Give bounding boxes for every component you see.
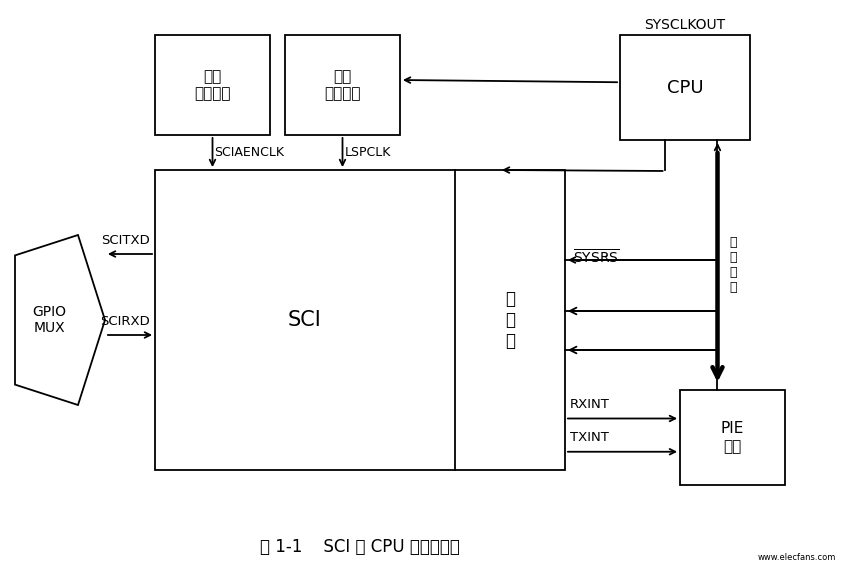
- Text: SCITXD: SCITXD: [101, 234, 150, 247]
- Bar: [155, 170, 565, 470]
- Text: TXINT: TXINT: [570, 431, 608, 444]
- Text: www.elecfans.com: www.elecfans.com: [758, 552, 836, 562]
- Text: SCIAENCLK: SCIAENCLK: [214, 146, 285, 159]
- Text: LSPCLK: LSPCLK: [345, 146, 391, 159]
- Text: 寄
存
器: 寄 存 器: [505, 290, 515, 350]
- Text: $\overline{\mathsf{SYSRS}}$: $\overline{\mathsf{SYSRS}}$: [573, 248, 620, 266]
- Text: SYSCLKOUT: SYSCLKOUT: [644, 18, 726, 32]
- Text: SCIRXD: SCIRXD: [100, 315, 150, 328]
- Bar: [155, 35, 270, 135]
- Text: CPU: CPU: [667, 79, 704, 97]
- Text: PIE
模块: PIE 模块: [721, 421, 744, 453]
- Polygon shape: [15, 235, 105, 405]
- Text: 图 1-1    SCI 与 CPU 之间的接口: 图 1-1 SCI 与 CPU 之间的接口: [260, 538, 460, 556]
- Text: RXINT: RXINT: [570, 398, 610, 410]
- Text: 低通
预分频器: 低通 预分频器: [324, 69, 361, 101]
- Text: 外
设
总
线: 外 设 总 线: [729, 236, 737, 294]
- Bar: [620, 35, 750, 140]
- Text: GPIO
MUX: GPIO MUX: [33, 305, 66, 335]
- Bar: [680, 390, 785, 485]
- Text: 系统
控制模块: 系统 控制模块: [195, 69, 231, 101]
- Text: SCI: SCI: [288, 310, 322, 330]
- Bar: [285, 35, 400, 135]
